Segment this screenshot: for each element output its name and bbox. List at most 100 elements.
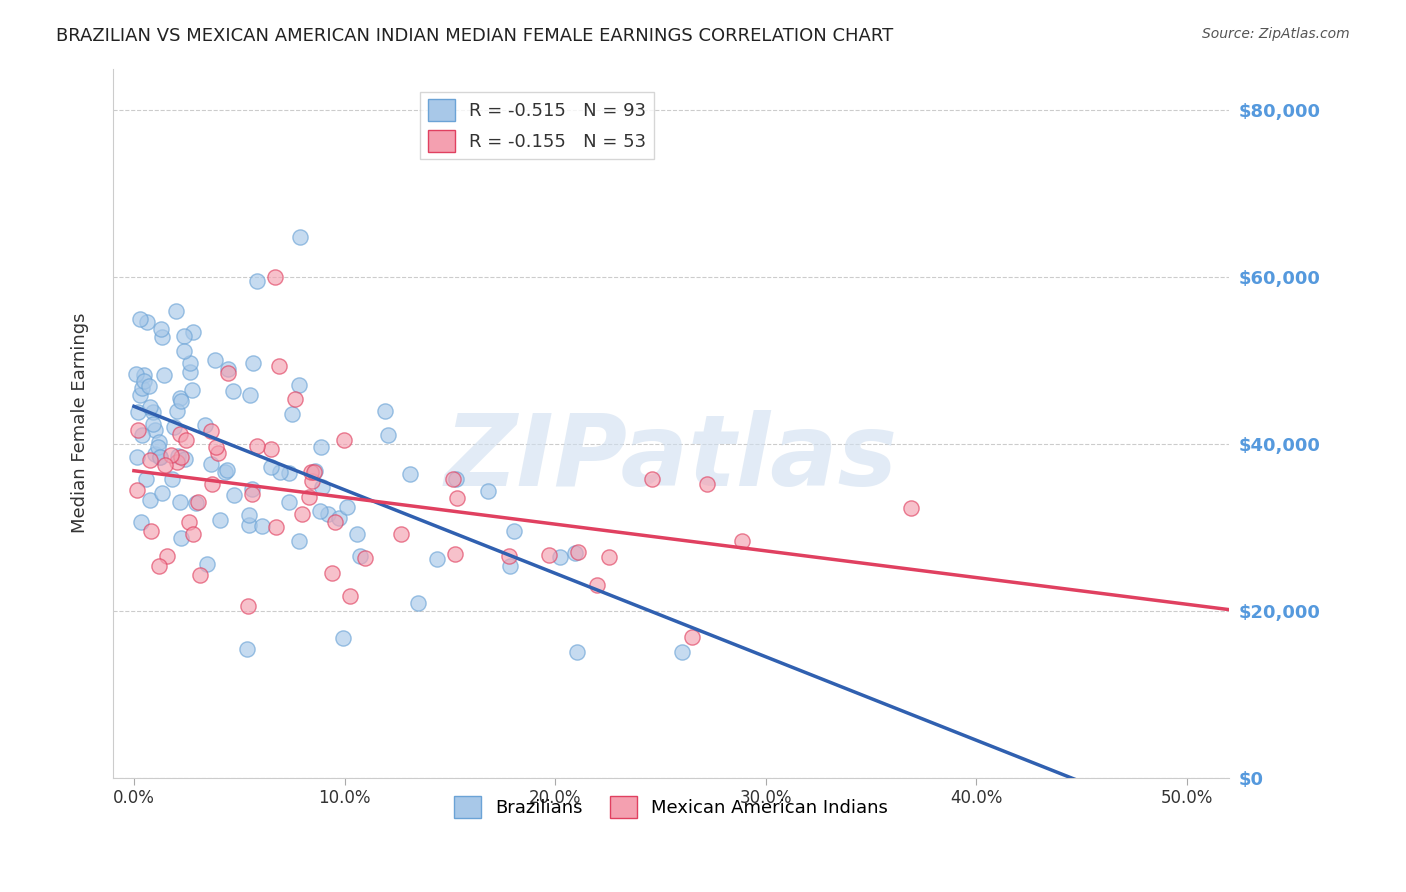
Brazilians bbox=[149, 450, 172, 465]
Mexican American Indians bbox=[179, 516, 201, 530]
Brazilians bbox=[398, 467, 420, 481]
Mexican American Indians bbox=[291, 508, 314, 522]
Mexican American Indians bbox=[153, 458, 176, 472]
Brazilians bbox=[166, 404, 188, 418]
Brazilians bbox=[181, 325, 204, 339]
Mexican American Indians bbox=[301, 474, 323, 488]
Brazilians bbox=[142, 417, 165, 431]
Mexican American Indians bbox=[441, 472, 464, 486]
Brazilians bbox=[236, 641, 259, 656]
Brazilians bbox=[238, 518, 260, 533]
Brazilians bbox=[132, 368, 155, 382]
Mexican American Indians bbox=[200, 424, 222, 438]
Mexican American Indians bbox=[443, 547, 465, 561]
Brazilians bbox=[173, 329, 195, 343]
Brazilians bbox=[565, 645, 588, 659]
Mexican American Indians bbox=[354, 551, 377, 566]
Mexican American Indians bbox=[297, 491, 319, 505]
Brazilians bbox=[260, 460, 283, 475]
Mexican American Indians bbox=[323, 515, 346, 529]
Brazilians bbox=[280, 407, 302, 421]
Brazilians bbox=[165, 303, 187, 318]
Brazilians bbox=[148, 435, 170, 450]
Mexican American Indians bbox=[321, 566, 343, 580]
Brazilians bbox=[170, 393, 193, 408]
Brazilians bbox=[194, 418, 217, 433]
Brazilians bbox=[477, 484, 499, 499]
Brazilians bbox=[374, 404, 396, 418]
Brazilians bbox=[204, 353, 226, 368]
Brazilians bbox=[290, 230, 312, 244]
Brazilians bbox=[328, 511, 350, 525]
Text: ZIPatlas: ZIPatlas bbox=[444, 410, 897, 507]
Mexican American Indians bbox=[207, 446, 229, 460]
Mexican American Indians bbox=[246, 439, 269, 453]
Mexican American Indians bbox=[332, 434, 354, 448]
Brazilians bbox=[125, 450, 148, 464]
Mexican American Indians bbox=[201, 476, 224, 491]
Y-axis label: Median Female Earnings: Median Female Earnings bbox=[72, 313, 89, 533]
Brazilians bbox=[173, 452, 195, 467]
Brazilians bbox=[349, 549, 371, 563]
Brazilians bbox=[131, 428, 153, 442]
Brazilians bbox=[184, 496, 207, 510]
Brazilians bbox=[309, 440, 332, 454]
Brazilians bbox=[139, 401, 162, 415]
Mexican American Indians bbox=[217, 367, 239, 381]
Legend: Brazilians, Mexican American Indians: Brazilians, Mexican American Indians bbox=[447, 789, 896, 825]
Brazilians bbox=[138, 378, 160, 392]
Brazilians bbox=[217, 362, 239, 376]
Brazilians bbox=[150, 486, 173, 500]
Mexican American Indians bbox=[299, 465, 322, 479]
Brazilians bbox=[278, 494, 301, 508]
Brazilians bbox=[336, 500, 359, 514]
Brazilians bbox=[222, 488, 245, 502]
Brazilians bbox=[377, 428, 399, 442]
Brazilians bbox=[131, 515, 153, 529]
Brazilians bbox=[444, 472, 467, 486]
Brazilians bbox=[238, 508, 260, 522]
Mexican American Indians bbox=[641, 472, 664, 486]
Brazilians bbox=[170, 531, 193, 545]
Brazilians bbox=[129, 388, 152, 402]
Brazilians bbox=[426, 551, 449, 566]
Brazilians bbox=[316, 508, 339, 522]
Mexican American Indians bbox=[169, 426, 191, 441]
Mexican American Indians bbox=[166, 455, 188, 469]
Brazilians bbox=[150, 330, 173, 344]
Brazilians bbox=[242, 356, 264, 370]
Mexican American Indians bbox=[238, 599, 260, 613]
Brazilians bbox=[128, 312, 150, 326]
Mexican American Indians bbox=[148, 559, 170, 574]
Text: BRAZILIAN VS MEXICAN AMERICAN INDIAN MEDIAN FEMALE EARNINGS CORRELATION CHART: BRAZILIAN VS MEXICAN AMERICAN INDIAN MED… bbox=[56, 27, 893, 45]
Brazilians bbox=[222, 384, 245, 398]
Brazilians bbox=[143, 423, 166, 437]
Brazilians bbox=[179, 365, 201, 379]
Brazilians bbox=[153, 368, 176, 383]
Mexican American Indians bbox=[187, 495, 209, 509]
Brazilians bbox=[269, 465, 291, 479]
Brazilians bbox=[278, 466, 301, 480]
Brazilians bbox=[143, 447, 166, 461]
Mexican American Indians bbox=[139, 524, 162, 538]
Brazilians bbox=[146, 440, 169, 454]
Mexican American Indians bbox=[174, 433, 197, 447]
Brazilians bbox=[139, 493, 162, 508]
Brazilians bbox=[548, 549, 571, 564]
Brazilians bbox=[135, 472, 157, 486]
Mexican American Indians bbox=[156, 549, 179, 564]
Brazilians bbox=[180, 384, 202, 398]
Mexican American Indians bbox=[498, 549, 520, 563]
Mexican American Indians bbox=[240, 486, 263, 500]
Mexican American Indians bbox=[264, 270, 287, 285]
Brazilians bbox=[346, 526, 368, 541]
Brazilians bbox=[163, 419, 186, 434]
Brazilians bbox=[288, 377, 311, 392]
Brazilians bbox=[503, 524, 526, 539]
Brazilians bbox=[127, 405, 149, 419]
Mexican American Indians bbox=[284, 392, 307, 406]
Brazilians bbox=[304, 464, 326, 478]
Brazilians bbox=[131, 381, 153, 395]
Brazilians bbox=[250, 519, 273, 533]
Mexican American Indians bbox=[260, 442, 283, 457]
